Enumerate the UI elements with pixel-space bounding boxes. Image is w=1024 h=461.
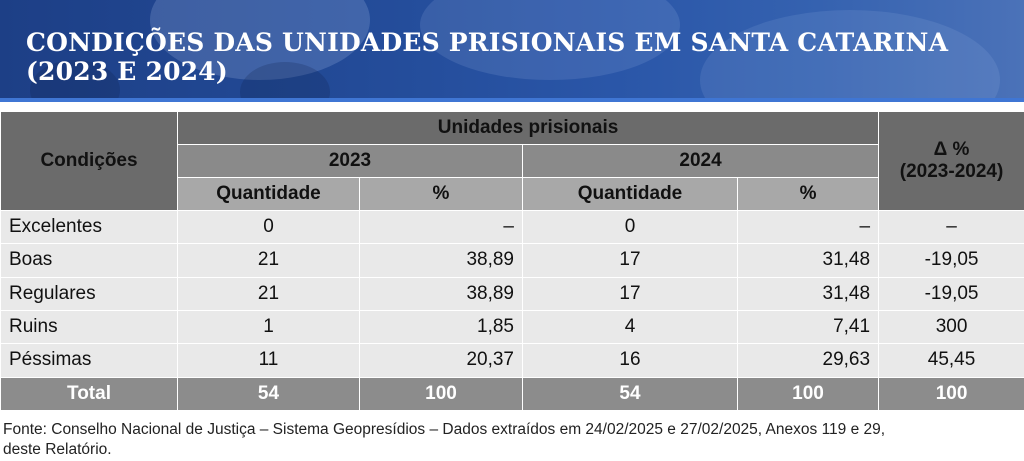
header-delta-line-1: Δ % [933,139,970,160]
total-percent-2023: 100 [359,376,523,412]
source-line-1: Fonte: Conselho Nacional de Justiça – Si… [3,421,886,438]
source-line-2: deste Relatório. [3,441,112,458]
cell-percent-2024: – [736,209,880,245]
source-note: Fonte: Conselho Nacional de Justiça – Si… [3,420,1023,460]
header-quantidade-2023: Quantidade [177,177,360,211]
cell-percent-2023: 38,89 [359,243,523,278]
header-year-2024: 2024 [521,144,880,178]
cell-quantidade-2023: 21 [177,243,360,278]
header-percent-2023: % [359,177,523,211]
row-label: Boas [0,243,178,278]
cell-percent-2023: 1,85 [359,309,523,345]
header-delta-line-2: (2023-2024) [899,161,1004,182]
cell-percent-2024: 31,48 [736,243,880,278]
cell-quantidade-2024: 17 [522,243,738,278]
cell-quantidade-2023: 1 [177,309,360,345]
cell-quantidade-2023: 0 [177,209,360,245]
cell-quantidade-2023: 11 [177,343,360,378]
cell-percent-2023: 38,89 [359,276,523,311]
title-line-1: CONDIÇÕES DAS UNIDADES PRISIONAIS EM SAN… [26,28,949,57]
header-condicoes: Condições [0,111,178,211]
total-delta: 100 [878,376,1024,412]
header-delta: Δ % (2023-2024) [878,111,1024,211]
table-row: Boas 21 38,89 17 31,48 -19,05 [0,243,1024,278]
header-quantidade-2024: Quantidade [522,177,738,211]
row-label: Ruins [0,309,178,345]
total-label: Total [0,376,178,412]
cell-percent-2023: – [359,209,523,245]
cell-percent-2024: 29,63 [736,343,880,378]
conditions-table: Condições Unidades prisionais Δ % (2023-… [0,111,1024,412]
banner-stripe [0,98,1024,102]
cell-quantidade-2024: 0 [522,209,738,245]
cell-percent-2023: 20,37 [359,343,523,378]
cell-quantidade-2023: 21 [177,276,360,311]
header-year-2023: 2023 [177,144,523,178]
table-row: Péssimas 11 20,37 16 29,63 45,45 [0,343,1024,378]
header-banner: CONDIÇÕES DAS UNIDADES PRISIONAIS EM SAN… [0,0,1024,102]
row-label: Excelentes [0,209,178,245]
total-quantidade-2024: 54 [522,376,738,412]
cell-percent-2024: 31,48 [736,276,880,311]
table-row: Regulares 21 38,89 17 31,48 -19,05 [0,276,1024,311]
title-line-2: (2023 E 2024) [26,57,228,86]
row-label: Regulares [0,276,178,311]
cell-quantidade-2024: 16 [522,343,738,378]
cell-delta: -19,05 [878,276,1024,311]
row-label: Péssimas [0,343,178,378]
cell-quantidade-2024: 17 [522,276,738,311]
page-title: CONDIÇÕES DAS UNIDADES PRISIONAIS EM SAN… [26,28,1006,86]
cell-percent-2024: 7,41 [736,309,880,345]
cell-quantidade-2024: 4 [522,309,738,345]
table-row: Excelentes 0 – 0 – – [0,209,1024,245]
banner-decoration [240,62,330,102]
cell-delta: – [878,209,1024,245]
total-percent-2024: 100 [736,376,880,412]
table-row: Ruins 1 1,85 4 7,41 300 [0,309,1024,345]
header-percent-2024: % [736,177,880,211]
cell-delta: 300 [878,309,1024,345]
total-quantidade-2023: 54 [177,376,360,412]
header-unidades-prisionais: Unidades prisionais [176,111,880,145]
cell-delta: -19,05 [878,243,1024,278]
banner-decoration [30,60,120,102]
table-total-row: Total 54 100 54 100 100 [0,376,1024,412]
cell-delta: 45,45 [878,343,1024,378]
